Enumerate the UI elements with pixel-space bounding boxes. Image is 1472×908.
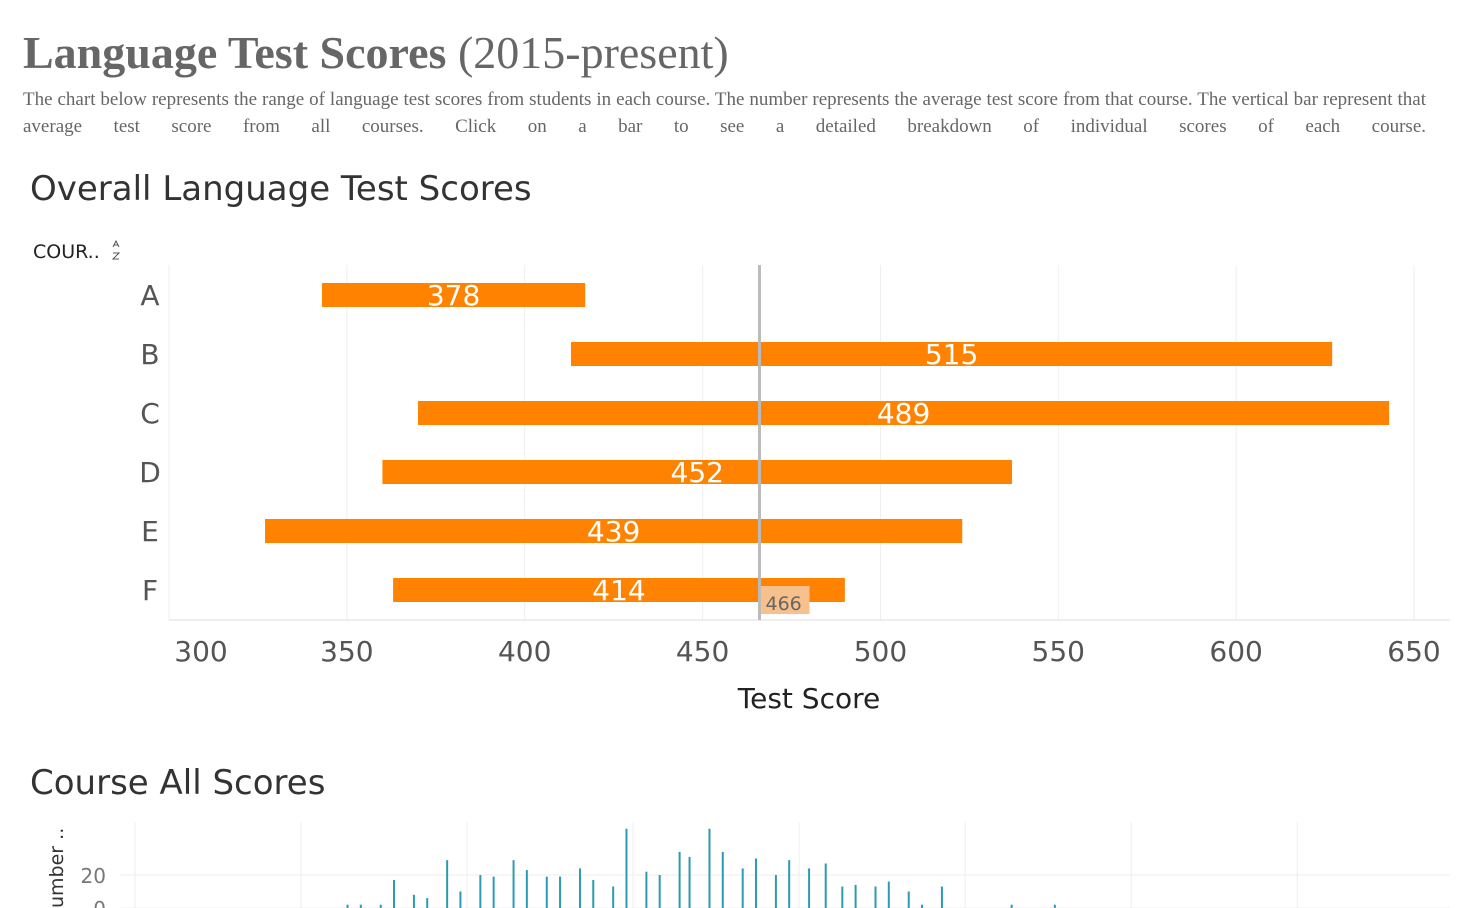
x-tick-label: 600 xyxy=(1209,635,1262,668)
subtitle: (2015-present) xyxy=(457,27,729,78)
range-bar xyxy=(418,401,1390,425)
x-tick-label: 650 xyxy=(1387,635,1440,668)
x-tick-label: 350 xyxy=(320,635,373,668)
range-bar xyxy=(382,460,1013,484)
column-header: COUR.. xyxy=(33,241,100,263)
y-axis-title: umber .. xyxy=(46,828,68,908)
x-tick-label: 400 xyxy=(498,635,551,668)
x-tick-label: 300 xyxy=(174,635,227,668)
range-bar xyxy=(321,283,586,307)
header: Language Test Scores (2015-present) The … xyxy=(23,26,1426,140)
bar-label: 489 xyxy=(877,397,930,430)
bar-label: 515 xyxy=(925,338,978,371)
y-tick-label: F xyxy=(142,574,158,607)
y-tick-label: C xyxy=(140,397,160,430)
x-tick-label: 500 xyxy=(854,635,907,668)
sort-glyph xyxy=(111,239,121,260)
title: Language Test Scores xyxy=(23,27,447,78)
x-axis-title: Test Score xyxy=(737,682,880,715)
sort-icon xyxy=(111,239,121,260)
reference-label: 466 xyxy=(765,593,801,615)
bar-label: 414 xyxy=(592,574,645,607)
y-tick-label: E xyxy=(141,515,159,548)
chart-title: Overall Language Test Scores xyxy=(30,169,532,209)
description: The chart below represents the range of … xyxy=(23,89,1426,137)
range-bar xyxy=(265,519,963,543)
y-tick-label: D xyxy=(139,456,161,489)
chart-title: Course All Scores xyxy=(30,763,325,803)
y-tick-label: B xyxy=(140,338,159,371)
x-tick-label: 450 xyxy=(676,635,729,668)
y-tick-label: 20 xyxy=(81,864,106,888)
bar-label: 452 xyxy=(671,456,724,489)
bar-label: 378 xyxy=(427,279,480,312)
reference-label-bg xyxy=(759,586,810,614)
bar-label: 439 xyxy=(587,515,640,548)
heading: Language Test Scores (2015-present) xyxy=(23,26,1426,80)
y-tick-label: 0 xyxy=(93,897,106,908)
y-tick-label: A xyxy=(140,279,159,312)
range-bar xyxy=(570,342,1333,366)
x-tick-label: 550 xyxy=(1032,635,1085,668)
